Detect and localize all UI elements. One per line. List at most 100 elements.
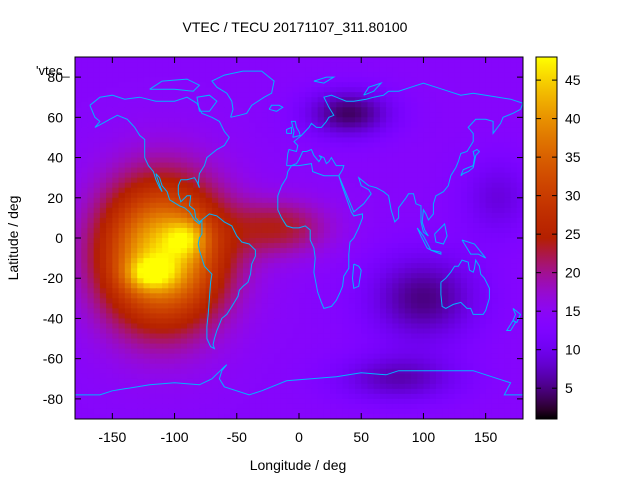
heatmap-cell (118, 147, 126, 154)
heatmap-cell (168, 182, 176, 189)
heatmap-cell (491, 97, 499, 103)
heatmap-cell (348, 77, 356, 83)
heatmap-cell (255, 207, 263, 214)
heatmap-cell (249, 373, 257, 380)
heatmap-cell (392, 333, 400, 340)
heatmap-cell (367, 157, 375, 164)
heatmap-cell (211, 338, 219, 345)
heatmap-cell (516, 243, 523, 249)
heatmap-cell (342, 248, 350, 254)
heatmap-cell (168, 393, 176, 400)
heatmap-cell (168, 227, 176, 234)
heatmap-cell (448, 152, 456, 159)
heatmap-cell (199, 227, 207, 234)
heatmap-cell (292, 172, 300, 179)
heatmap-cell (330, 348, 337, 355)
heatmap-cell (255, 92, 263, 98)
heatmap-cell (379, 167, 387, 174)
heatmap-cell (193, 137, 201, 144)
heatmap-cell (162, 217, 169, 224)
heatmap-cell (386, 273, 393, 279)
heatmap-cell (423, 253, 431, 259)
heatmap-cell (224, 283, 232, 289)
heatmap-cell (429, 278, 437, 284)
heatmap-cell (218, 137, 225, 144)
heatmap-cell (336, 102, 344, 108)
heatmap-cell (498, 82, 505, 88)
heatmap-cell (187, 373, 194, 380)
heatmap-cell (305, 333, 313, 340)
heatmap-cell (224, 403, 232, 410)
heatmap-cell (187, 393, 194, 400)
heatmap-cell (187, 207, 194, 214)
heatmap-cell (137, 348, 145, 355)
heatmap-cell (429, 253, 437, 259)
heatmap-cell (460, 107, 468, 113)
heatmap-cell (292, 273, 300, 279)
heatmap-cell (398, 72, 406, 78)
heatmap-cell (211, 368, 219, 375)
heatmap-cell (373, 303, 381, 309)
heatmap-cell (218, 67, 225, 73)
heatmap-cell (236, 222, 244, 229)
heatmap-cell (93, 303, 101, 309)
heatmap-cell (168, 403, 176, 410)
heatmap-cell (187, 278, 194, 284)
heatmap-cell (485, 222, 493, 229)
heatmap-cell (504, 388, 512, 395)
heatmap-cell (112, 263, 120, 269)
heatmap-cell (454, 137, 462, 144)
heatmap-cell (435, 97, 443, 103)
heatmap-cell (243, 227, 250, 234)
heatmap-cell (118, 323, 126, 330)
heatmap-cell (211, 398, 219, 405)
heatmap-cell (93, 258, 101, 264)
heatmap-cell (75, 167, 82, 174)
heatmap-cell (187, 353, 194, 360)
heatmap-cell (342, 258, 350, 264)
heatmap-cell (516, 308, 523, 315)
heatmap-cell (93, 363, 101, 370)
heatmap-cell (149, 92, 157, 98)
heatmap-cell (491, 62, 499, 68)
heatmap-cell (230, 112, 238, 118)
heatmap-cell (411, 393, 418, 400)
heatmap-cell (180, 92, 188, 98)
heatmap-cell (224, 77, 232, 83)
heatmap-cell (193, 167, 201, 174)
heatmap-cell (435, 207, 443, 214)
heatmap-cell (485, 192, 493, 199)
heatmap-cell (81, 313, 89, 320)
heatmap-cell (467, 77, 474, 83)
heatmap-cell (373, 248, 381, 254)
heatmap-cell (355, 318, 362, 325)
heatmap-cell (249, 273, 257, 279)
heatmap-cell (81, 263, 89, 269)
heatmap-cell (118, 263, 126, 269)
heatmap-cell (286, 207, 294, 214)
heatmap-cell (516, 112, 523, 118)
heatmap-cell (193, 398, 201, 405)
heatmap-cell (392, 62, 400, 68)
heatmap-cell (429, 172, 437, 179)
heatmap-cell (398, 227, 406, 234)
heatmap-cell (205, 238, 213, 244)
heatmap-cell (211, 303, 219, 309)
heatmap-cell (317, 303, 325, 309)
heatmap-cell (516, 393, 523, 400)
heatmap-cell (473, 127, 481, 134)
heatmap-cell (299, 253, 306, 259)
heatmap-cell (404, 87, 412, 93)
heatmap-cell (460, 273, 468, 279)
heatmap-cell (348, 308, 356, 315)
heatmap-cell (218, 157, 225, 164)
heatmap-cell (448, 177, 456, 184)
heatmap-cell (460, 353, 468, 360)
heatmap-cell (280, 192, 288, 199)
heatmap-cell (187, 283, 194, 289)
heatmap-cell (510, 253, 518, 259)
heatmap-cell (417, 132, 425, 139)
heatmap-cell (249, 333, 257, 340)
heatmap-cell (249, 167, 257, 174)
heatmap-cell (75, 303, 82, 309)
